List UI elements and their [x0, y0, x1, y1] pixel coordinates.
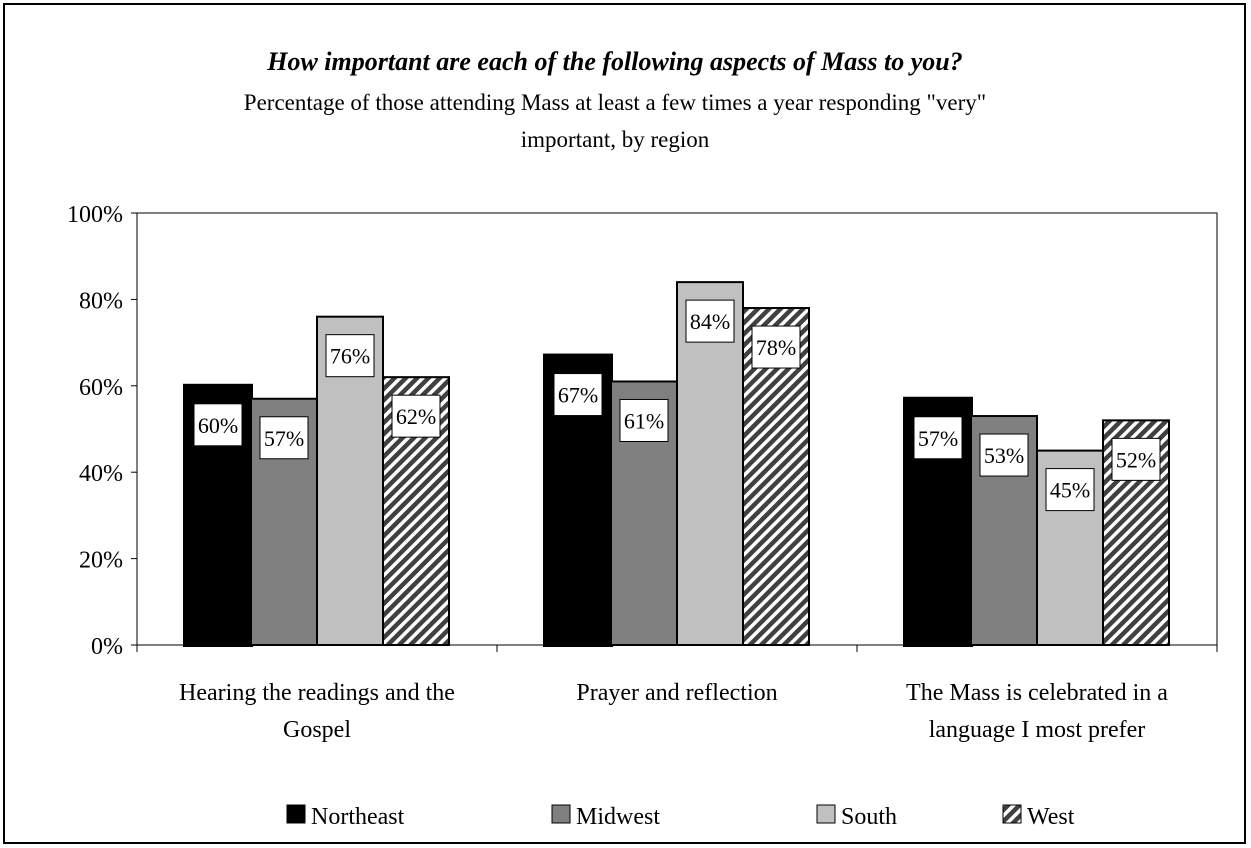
chart-title: How important are each of the following …: [266, 47, 963, 76]
data-label-box: [619, 398, 669, 442]
data-label: 76%: [330, 344, 370, 369]
legend-label-west: West: [1027, 804, 1075, 830]
data-label-box: [553, 373, 603, 417]
x-axis: Hearing the readings and the Gospel Prayer…: [136, 645, 1218, 743]
x-category-label: Hearing the readings and the: [179, 680, 455, 706]
x-category-label: Prayer and reflection: [576, 680, 777, 706]
data-label-box: [685, 299, 735, 343]
legend-label-midwest: Midwest: [576, 804, 660, 830]
data-label-box: [751, 325, 801, 369]
legend-swatch-midwest: [551, 804, 571, 824]
y-tick-label: 0%: [91, 634, 123, 660]
data-label: 57%: [918, 426, 958, 451]
legend-swatch-west: [1002, 804, 1022, 824]
data-label: 62%: [396, 404, 436, 429]
data-label-box: [979, 433, 1029, 477]
data-label: 53%: [984, 443, 1024, 468]
legend-label-south: South: [841, 804, 897, 830]
legend-label-northeast: Northeast: [311, 804, 405, 830]
data-label-box: [259, 416, 309, 460]
data-label-box: [1111, 437, 1161, 481]
data-label-box: [325, 334, 375, 378]
data-label: 60%: [198, 413, 238, 438]
data-label-box: [193, 403, 243, 447]
data-label-box: [1045, 468, 1095, 512]
data-label: 61%: [624, 408, 664, 433]
y-tick-label: 40%: [79, 461, 123, 487]
x-category-label: Gospel: [283, 717, 351, 743]
data-label: 52%: [1116, 447, 1156, 472]
data-labels: 60% 57% 76% 62% 67% 61% 84% 78% 57% 53% 45% 52%: [193, 299, 1161, 512]
data-label: 57%: [264, 426, 304, 451]
legend-swatch-south: [816, 804, 836, 824]
y-tick-label: 60%: [79, 375, 123, 401]
y-tick-label: 20%: [79, 548, 123, 574]
legend-swatch-northeast: [286, 804, 306, 824]
chart-subtitle-line-2: important, by region: [521, 127, 710, 152]
y-tick-label: 80%: [79, 288, 123, 314]
data-label: 67%: [558, 383, 598, 408]
legend: Northeast Midwest South West: [286, 804, 1075, 830]
chart-subtitle-line-1: Percentage of those attending Mass at le…: [244, 90, 986, 115]
y-tick-label: 100%: [67, 202, 123, 228]
y-axis: 0% 20% 40% 60% 80% 100%: [67, 202, 137, 660]
x-category-label: The Mass is celebrated in a: [906, 680, 1168, 706]
data-label-box: [913, 416, 963, 460]
data-label: 84%: [690, 309, 730, 334]
data-label: 78%: [756, 335, 796, 360]
x-category-label: language I most prefer: [929, 717, 1146, 743]
data-label: 45%: [1050, 478, 1090, 503]
data-label-box: [391, 394, 441, 438]
